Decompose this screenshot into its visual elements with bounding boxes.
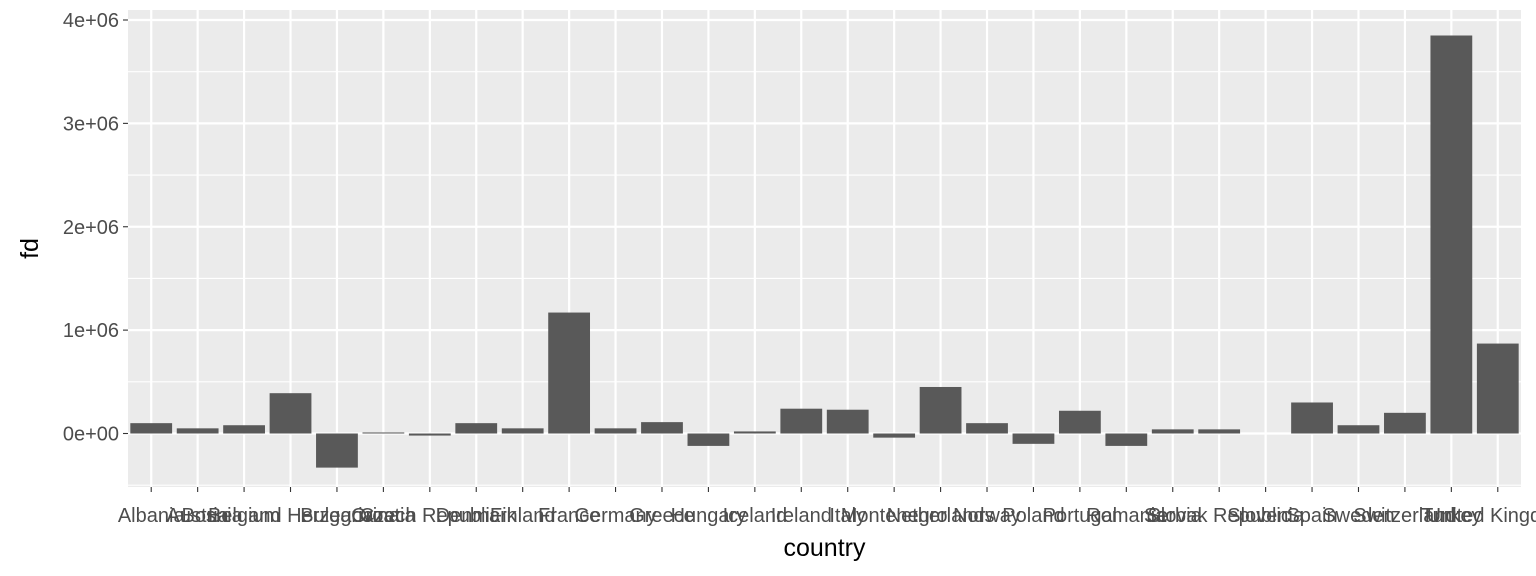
- x-tick-label: Slovak Republic: [1147, 505, 1290, 527]
- x-tick-label: Czech Republic: [360, 505, 500, 527]
- bar: [1058, 410, 1101, 434]
- y-tick-label: 0e+00: [63, 424, 119, 446]
- x-tick-label: Portugal: [1043, 505, 1118, 527]
- bar: [1430, 35, 1473, 434]
- bar: [1105, 433, 1148, 446]
- x-tick-label: Bosnia and Herzegovina: [182, 505, 401, 527]
- bar: [733, 431, 776, 434]
- x-tick-label: Hungary: [671, 505, 747, 527]
- x-tick-label: Montenegro: [841, 505, 948, 527]
- y-axis-title: fd: [16, 238, 44, 259]
- bar: [1198, 429, 1241, 434]
- bar: [966, 423, 1008, 434]
- x-tick-label: Ireland: [771, 505, 832, 527]
- y-tick-label: 1e+06: [63, 320, 119, 342]
- bar: [873, 433, 916, 438]
- bar: [641, 422, 683, 434]
- bar: [780, 408, 823, 434]
- bar: [269, 393, 312, 434]
- bar: [548, 312, 591, 434]
- bar: [501, 428, 544, 434]
- plot-panel: [128, 10, 1521, 487]
- x-tick-label: Romania: [1086, 505, 1167, 527]
- bar: [316, 433, 358, 468]
- bar: [362, 432, 405, 434]
- bars: [130, 35, 1519, 468]
- x-tick-label: Netherlands: [887, 505, 995, 527]
- x-tick-label: Bulgaria: [300, 505, 374, 527]
- x-axis-title: country: [784, 534, 866, 562]
- y-tick-label: 4e+06: [63, 10, 119, 32]
- x-tick-label: Germany: [574, 505, 656, 527]
- x-tick-label: Norway: [953, 505, 1021, 527]
- x-tick-label: Greece: [629, 505, 695, 527]
- x-tick-label: Poland: [1002, 505, 1064, 527]
- x-tick-label: Albania: [118, 505, 186, 527]
- bar: [1291, 402, 1333, 434]
- bar: [1012, 433, 1055, 444]
- x-tick-label: Italy: [829, 505, 866, 527]
- bar: [1151, 429, 1194, 434]
- x-tick-label: France: [538, 505, 600, 527]
- x-tick-label: Austria: [167, 505, 230, 527]
- x-tick-label: Iceland: [723, 505, 788, 527]
- x-tick-label: Slovenia: [1227, 505, 1305, 527]
- x-tick-label: Spain: [1286, 505, 1337, 527]
- x-tick-label: Finland: [490, 505, 556, 527]
- y-tick-label: 3e+06: [63, 113, 119, 135]
- bar: [176, 428, 219, 434]
- x-tick-label: Belgium: [208, 505, 280, 527]
- x-tick-label: Serbia: [1144, 505, 1203, 527]
- y-axis: 0e+00 1e+06 2e+06 3e+06 4e+06: [63, 10, 128, 446]
- x-tick-label: United Kingdom: [1427, 505, 1536, 527]
- x-tick-label: Turkey: [1421, 505, 1481, 527]
- bar: [1384, 412, 1426, 434]
- x-tick-label: Sweden: [1322, 505, 1394, 527]
- bar: [919, 386, 962, 434]
- x-tick-label: Denmark: [436, 505, 518, 527]
- x-tick-label: Switzerland: [1353, 505, 1456, 527]
- bar: [826, 409, 869, 434]
- bar: [223, 425, 265, 434]
- bar: [130, 423, 173, 434]
- bar: [455, 423, 498, 434]
- x-tick-label: Croatia: [351, 505, 416, 527]
- bar: [1476, 343, 1519, 434]
- bar: [408, 433, 451, 436]
- minor-gridlines: [128, 71, 1521, 486]
- bar: [1337, 425, 1380, 434]
- bar: [687, 433, 730, 446]
- bar: [594, 428, 637, 434]
- y-tick-label: 2e+06: [63, 217, 119, 239]
